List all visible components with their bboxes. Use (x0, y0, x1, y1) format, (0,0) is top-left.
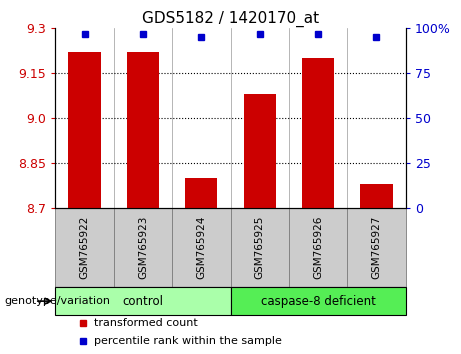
Text: GSM765922: GSM765922 (79, 216, 89, 279)
Bar (114, 207, 172, 287)
Text: GSM765926: GSM765926 (313, 216, 323, 279)
Bar (289, 207, 347, 287)
Text: GSM765925: GSM765925 (254, 216, 265, 279)
Bar (69, 52, 100, 207)
Text: GSM765923: GSM765923 (138, 216, 148, 279)
Text: genotype/variation: genotype/variation (5, 296, 111, 306)
Text: GSM765927: GSM765927 (372, 216, 382, 279)
Bar (302, 58, 334, 207)
Bar (185, 178, 218, 207)
Text: GSM765924: GSM765924 (196, 216, 207, 279)
Bar (243, 94, 276, 207)
Text: caspase-8 deficient: caspase-8 deficient (260, 295, 376, 308)
Bar (127, 52, 159, 207)
Text: control: control (123, 295, 163, 308)
Title: GDS5182 / 1420170_at: GDS5182 / 1420170_at (142, 11, 319, 27)
Bar (230, 207, 289, 287)
Text: percentile rank within the sample: percentile rank within the sample (94, 336, 282, 346)
Bar (230, 287, 406, 315)
Text: transformed count: transformed count (94, 318, 198, 328)
Bar (172, 207, 230, 287)
Bar (361, 184, 393, 207)
Bar (55, 207, 114, 287)
Bar (347, 207, 406, 287)
Bar (55, 287, 230, 315)
